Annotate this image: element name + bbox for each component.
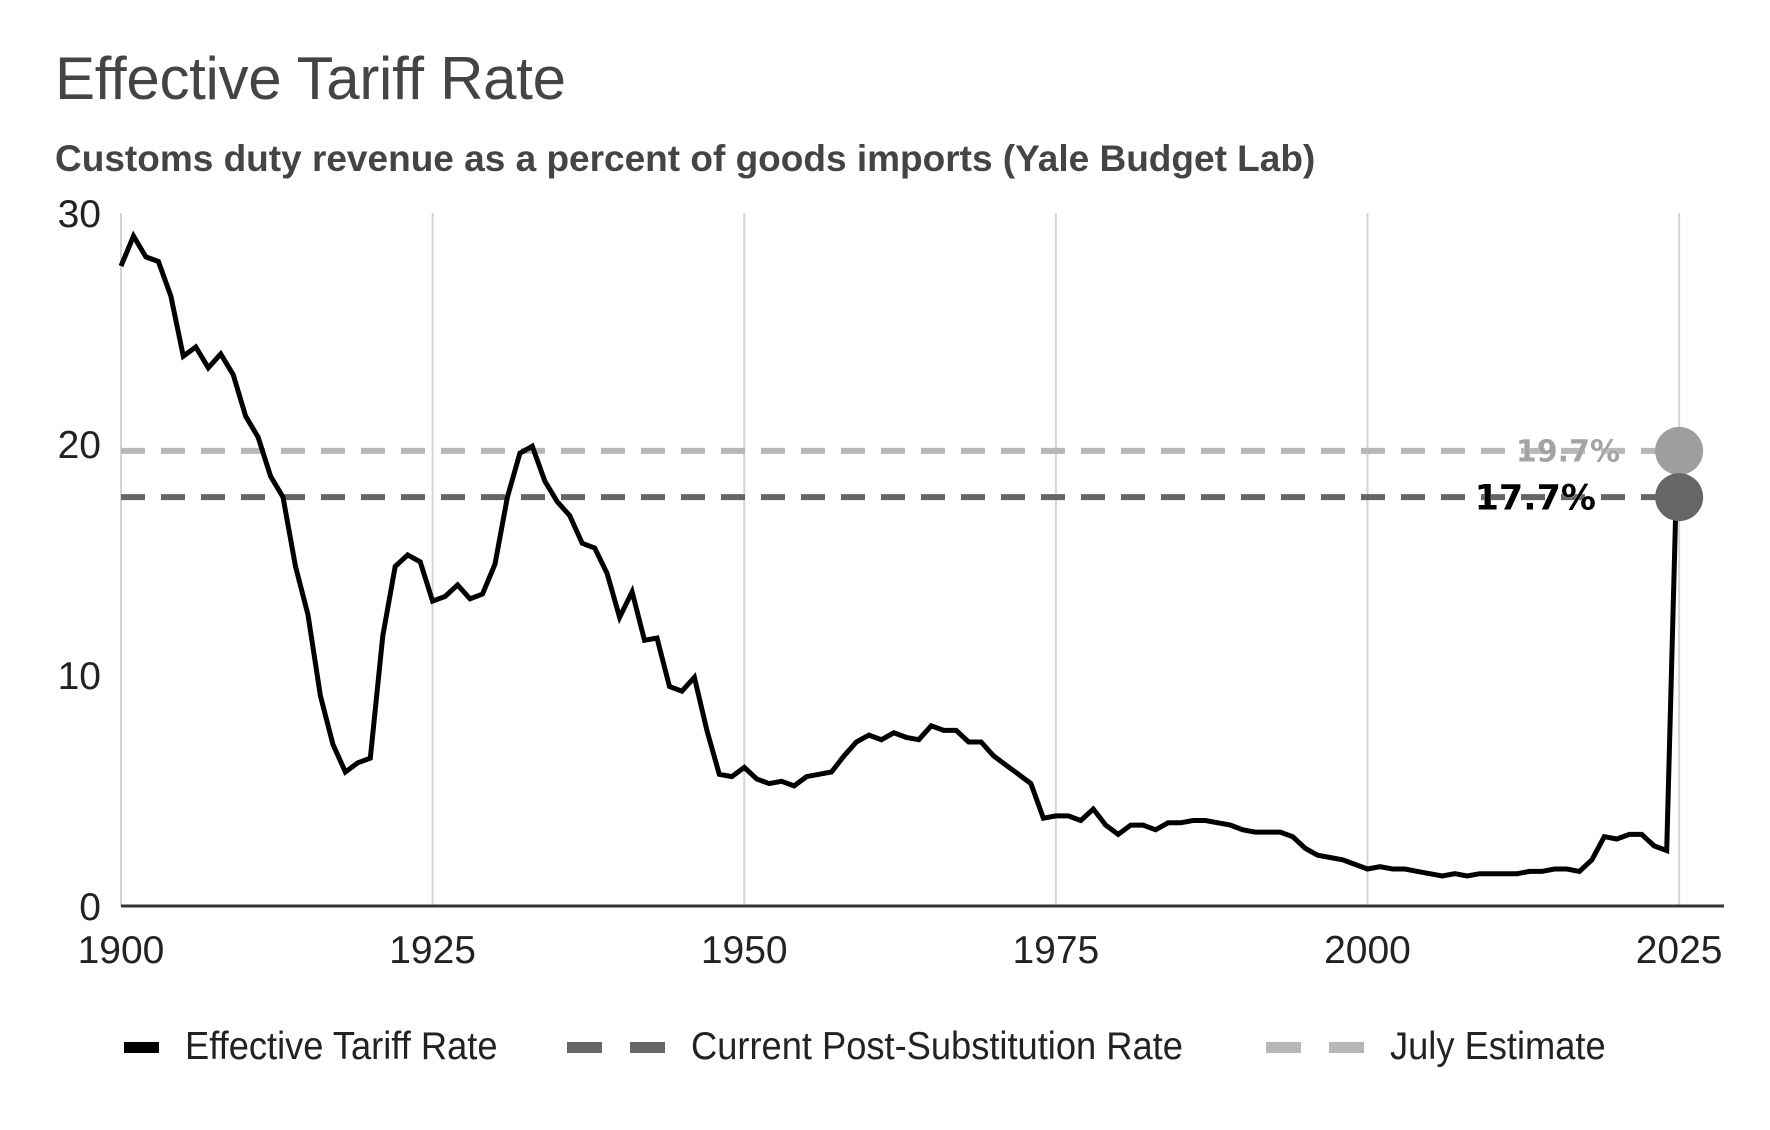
end-marker-dot [1655,426,1704,475]
x-tick-label: 1925 [389,929,476,972]
effective-tariff-rate-line [118,230,1679,879]
x-tick-label: 1950 [701,929,788,972]
legend-swatch-dashed-icon [1265,1041,1364,1053]
y-tick-label: 0 [79,886,101,929]
swatch-current-dash-2 [630,1041,666,1053]
legend-label: Current Post-Substitution Rate [691,1025,1183,1068]
legend-label: July Estimate [1389,1025,1606,1068]
gridlines [120,213,1681,906]
reference-lines [121,447,1680,501]
y-tick-label: 20 [58,424,101,467]
y-tick-label: 10 [58,655,101,698]
swatch-effective-rate [124,1041,159,1053]
legend: Effective Tariff Rate Current Post-Subst… [124,1022,1668,1072]
end-value-label: 17.7% [1475,479,1596,519]
legend-label: Effective Tariff Rate [185,1025,498,1068]
end-markers: 19.7% 17.7% [1474,426,1704,522]
legend-item-july-estimate[interactable]: July Estimate [1265,1025,1622,1069]
end-marker-dot [1655,473,1704,522]
chart-title: Effective Tariff Rate [55,45,566,112]
x-tick-label: 2000 [1324,929,1411,972]
x-tick-label: 1975 [1012,929,1099,972]
chart-subtitle: Customs duty revenue as a percent of goo… [55,138,1316,179]
legend-swatch-dashed-icon [567,1041,666,1053]
swatch-current-dash-1 [567,1041,603,1053]
swatch-july-dash-2 [1328,1041,1364,1053]
tick-labels: 1900 1925 1950 1975 2000 2025 0 10 20 30 [58,193,1723,972]
legend-swatch-solid-icon [124,1041,159,1053]
legend-item-effective-tariff-rate[interactable]: Effective Tariff Rate [124,1025,521,1069]
x-tick-label: 2025 [1636,929,1723,972]
legend-item-current-post-substitution-rate[interactable]: Current Post-Substitution Rate [567,1025,1220,1069]
y-tick-label: 30 [58,193,101,236]
end-value-label: 19.7% [1516,435,1620,470]
x-tick-label: 1900 [78,929,165,972]
series [118,230,1679,879]
swatch-july-dash-1 [1265,1041,1301,1053]
